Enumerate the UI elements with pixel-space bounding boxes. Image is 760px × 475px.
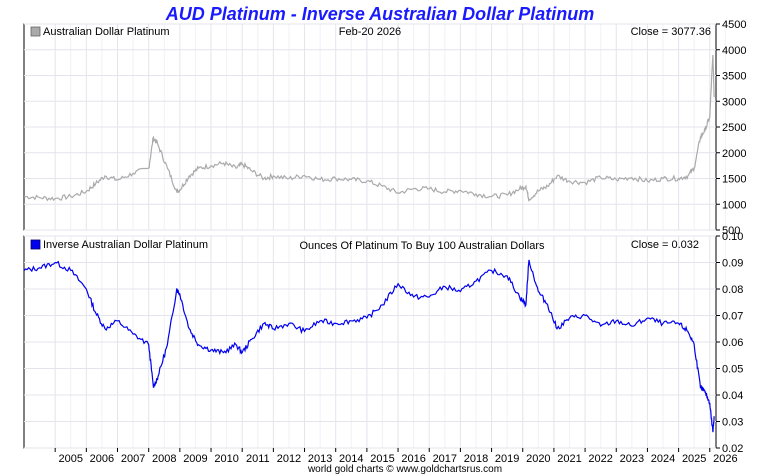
top-y-tick-label: 500 xyxy=(722,225,740,237)
bottom-legend-swatch xyxy=(30,239,41,250)
top-y-tick-label: 4000 xyxy=(722,45,746,57)
bottom-panel: 0.02 0.03 0.04 0.05 0.06 0.07 0.08 0.09 0.10 Inv… xyxy=(23,231,743,455)
top-date-label: Feb-20 2026 xyxy=(339,26,401,38)
bottom-y-axis: 0.02 0.03 0.04 0.05 0.06 0.07 0.08 0.09 0.10 xyxy=(716,231,743,455)
x-tick-label-2008: 2008 xyxy=(152,453,176,465)
bottom-y-tick-label: 0.09 xyxy=(722,258,743,270)
x-tick-label-2024: 2024 xyxy=(651,453,675,465)
x-tick-label-2007: 2007 xyxy=(121,453,145,465)
x-tick-label-2017: 2017 xyxy=(433,453,457,465)
x-tick-label-2020: 2020 xyxy=(526,453,550,465)
bottom-y-tick-label: 0.07 xyxy=(722,311,743,323)
top-y-axis: 500 1000 1500 2000 2500 3000 3500 4000 4500 xyxy=(716,19,746,237)
x-tick-label-2021: 2021 xyxy=(557,453,581,465)
x-tick-label-2014: 2014 xyxy=(339,453,363,465)
bottom-y-tick-label: 0.02 xyxy=(722,443,743,455)
bottom-y-tick-label: 0.03 xyxy=(722,417,743,429)
x-tick-label-2016: 2016 xyxy=(401,453,425,465)
bottom-y-tick-label: 0.04 xyxy=(722,390,743,402)
top-legend-swatch xyxy=(30,26,41,37)
top-y-tick-label: 2000 xyxy=(722,148,746,160)
top-y-tick-label: 3000 xyxy=(722,96,746,108)
top-y-tick-label: 3500 xyxy=(722,71,746,83)
x-tick-label-2012: 2012 xyxy=(277,453,301,465)
bottom-panel-title: Ounces Of Platinum To Buy 100 Australian… xyxy=(300,240,545,252)
bottom-y-tick-label: 0.05 xyxy=(722,364,743,376)
x-tick-label-2013: 2013 xyxy=(308,453,332,465)
top-grid xyxy=(24,23,726,231)
x-tick-label-2006: 2006 xyxy=(90,453,114,465)
top-legend-label: Australian Dollar Platinum xyxy=(43,26,170,38)
x-tick-label-2022: 2022 xyxy=(588,453,612,465)
bottom-close-label: Close = 0.032 xyxy=(631,239,699,251)
top-y-tick-label: 2500 xyxy=(722,122,746,134)
bottom-series-line xyxy=(23,259,715,433)
x-tick-label-2023: 2023 xyxy=(620,453,644,465)
bottom-y-tick-label: 0.06 xyxy=(722,337,743,349)
x-tick-label-2005: 2005 xyxy=(59,453,83,465)
top-series-line xyxy=(23,54,715,203)
top-y-tick-label: 4500 xyxy=(722,19,746,31)
footer-credit: world gold charts © www.goldchartsrus.co… xyxy=(307,464,502,475)
x-tick-label-2019: 2019 xyxy=(495,453,519,465)
bottom-legend-label: Inverse Australian Dollar Platinum xyxy=(43,239,208,251)
bottom-y-tick-label: 0.10 xyxy=(722,231,743,243)
top-y-tick-label: 1000 xyxy=(722,199,746,211)
top-panel: 500 1000 1500 2000 2500 3000 3500 4000 4500 Aust… xyxy=(23,19,746,237)
bottom-y-tick-label: 0.08 xyxy=(722,284,743,296)
x-axis: 2005 2006 2007 2008 2009 2010 2011 2012 2013 2014… xyxy=(54,448,738,465)
x-tick-label-2009: 2009 xyxy=(183,453,207,465)
x-tick-label-2025: 2025 xyxy=(682,453,706,465)
chart-title: AUD Platinum - Inverse Australian Dollar… xyxy=(165,4,594,24)
x-tick-label-2010: 2010 xyxy=(214,453,238,465)
x-tick-label-2026: 2026 xyxy=(713,453,737,465)
x-tick-label-2011: 2011 xyxy=(246,453,270,465)
x-tick-label-2015: 2015 xyxy=(370,453,394,465)
top-close-label: Close = 3077.36 xyxy=(631,26,711,38)
bottom-grid xyxy=(24,235,726,449)
x-tick-label-2018: 2018 xyxy=(464,453,488,465)
top-y-tick-label: 1500 xyxy=(722,174,746,186)
